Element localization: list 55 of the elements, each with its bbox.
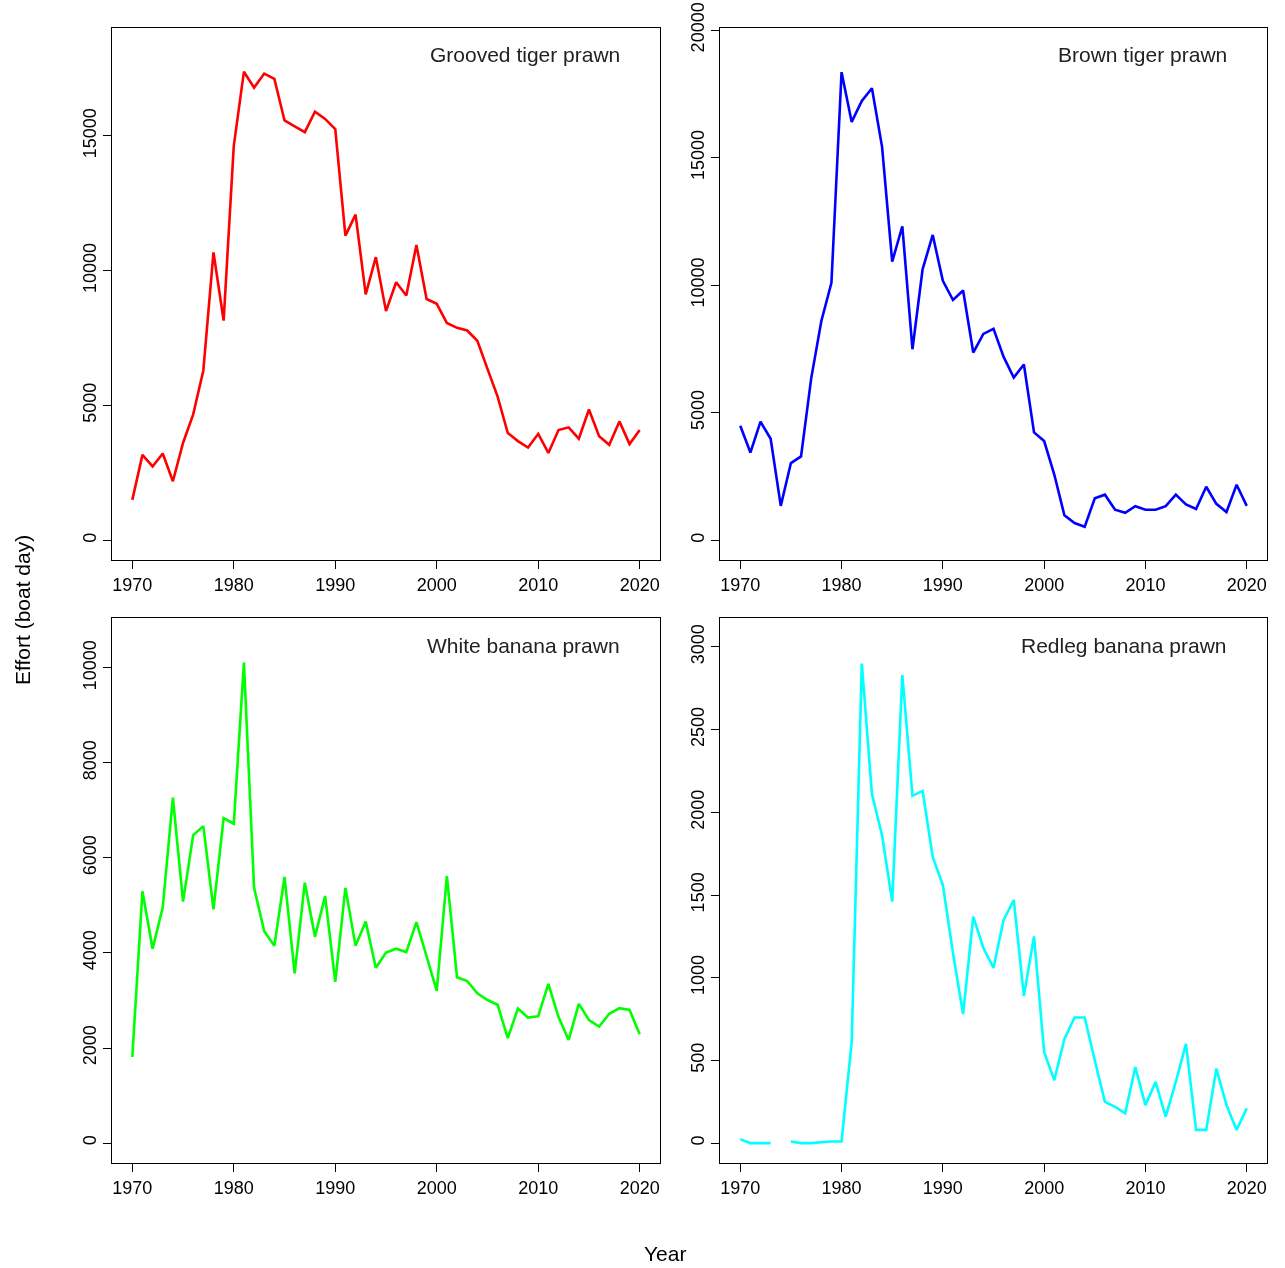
- x-tick-label: 2000: [416, 1177, 457, 1198]
- x-tick-label: 2020: [619, 1177, 660, 1198]
- x-axis-title: Year: [644, 1242, 687, 1265]
- x-tick-label: 1990: [922, 1177, 963, 1198]
- x-tick-label: 2000: [1024, 1177, 1065, 1198]
- x-tick-label: 2000: [1024, 574, 1065, 595]
- y-tick-label: 15000: [79, 108, 100, 159]
- y-tick-label: 0: [687, 532, 708, 543]
- x-tick-label: 2020: [1226, 1177, 1267, 1198]
- y-tick-label: 8000: [79, 740, 100, 781]
- y-tick-label: 1500: [687, 872, 708, 913]
- x-tick-label: 1970: [720, 1177, 761, 1198]
- x-tick-label: 1970: [112, 1177, 153, 1198]
- x-tick-label: 2010: [518, 574, 559, 595]
- y-tick-label: 0: [79, 532, 100, 543]
- x-tick-label: 2020: [619, 574, 660, 595]
- y-tick-label: 500: [687, 1042, 708, 1073]
- y-tick-label: 2000: [79, 1025, 100, 1066]
- x-tick-label: 1990: [315, 1177, 356, 1198]
- y-tick-label: 2000: [687, 789, 708, 830]
- x-tick-label: 1980: [821, 1177, 862, 1198]
- y-tick-label: 5000: [79, 382, 100, 423]
- y-tick-label: 10000: [687, 257, 708, 308]
- line-series: [131, 661, 641, 1059]
- y-tick-label: 4000: [79, 930, 100, 971]
- y-tick-label: 15000: [687, 129, 708, 180]
- x-tick-label: 2010: [518, 1177, 559, 1198]
- x-tick-label: 1980: [821, 574, 862, 595]
- line-series: [738, 70, 1249, 529]
- text: Grooved tiger prawn: [430, 43, 621, 66]
- x-tick-label: 1980: [213, 1177, 254, 1198]
- x-tick-label: 2010: [1125, 1177, 1166, 1198]
- text: Brown tiger prawn: [1058, 43, 1228, 66]
- x-tick-label: 2000: [416, 574, 457, 595]
- y-tick-label: 5000: [687, 390, 708, 431]
- y-axis-title: Effort (boat day): [11, 534, 34, 685]
- y-tick-label: 20000: [687, 2, 708, 53]
- line-series: [131, 70, 641, 502]
- x-tick-label: 1990: [922, 574, 963, 595]
- x-tick-label: 1970: [112, 574, 153, 595]
- y-tick-label: 10000: [79, 640, 100, 691]
- y-tick-label: 3000: [687, 624, 708, 665]
- y-tick-label: 0: [79, 1135, 100, 1146]
- y-tick-label: 2500: [687, 706, 708, 747]
- x-tick-label: 2010: [1125, 574, 1166, 595]
- y-tick-label: 0: [687, 1135, 708, 1146]
- x-tick-label: 1990: [315, 574, 356, 595]
- x-tick-label: 1970: [720, 574, 761, 595]
- x-tick-label: 2020: [1226, 574, 1267, 595]
- y-tick-label: 10000: [79, 242, 100, 294]
- x-tick-label: 1980: [213, 574, 254, 595]
- text: White banana prawn: [427, 634, 620, 657]
- y-tick-label: 1000: [687, 955, 708, 996]
- y-tick-label: 6000: [79, 835, 100, 876]
- text: Redleg banana prawn: [1021, 634, 1227, 657]
